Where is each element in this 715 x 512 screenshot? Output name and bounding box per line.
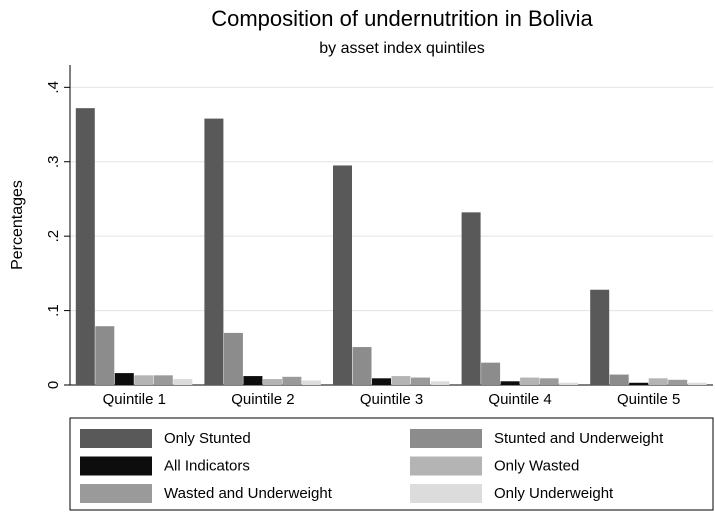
legend-label: Only Underweight [494, 485, 614, 502]
y-tick-label: 0 [45, 381, 62, 389]
legend-swatch [410, 456, 482, 476]
y-tick-label: .2 [45, 230, 62, 243]
x-tick-label: Quintile 4 [488, 391, 551, 408]
y-tick-label: .3 [45, 155, 62, 168]
bar [430, 381, 450, 385]
y-tick-label: .1 [45, 304, 62, 317]
y-tick-label: .4 [45, 81, 62, 94]
x-tick-label: Quintile 3 [360, 391, 423, 408]
bar [282, 376, 302, 385]
bar [481, 362, 501, 385]
bar [95, 326, 115, 385]
bar [648, 378, 668, 385]
bar [243, 376, 263, 385]
bar [75, 108, 95, 386]
bar [134, 375, 154, 385]
bar [204, 118, 224, 386]
bar [391, 376, 411, 385]
bar [153, 375, 173, 385]
bar [114, 373, 134, 385]
bar [609, 374, 629, 385]
y-axis-label: Percentages [9, 180, 26, 270]
x-tick-label: Quintile 5 [617, 391, 680, 408]
legend-label: Only Stunted [164, 430, 251, 447]
legend-label: Stunted and Underweight [494, 430, 664, 447]
bar [500, 381, 520, 385]
bar [539, 378, 559, 385]
bar [668, 379, 688, 385]
legend-swatch [410, 429, 482, 448]
bar [223, 332, 243, 385]
chart-subtitle: by asset index quintiles [319, 40, 484, 57]
bar [372, 378, 391, 385]
bar [173, 379, 193, 385]
bar [411, 377, 430, 385]
bar [301, 380, 321, 385]
legend-label: Wasted and Underweight [164, 485, 333, 502]
legend-label: Only Wasted [494, 457, 579, 474]
x-tick-label: Quintile 2 [231, 391, 294, 408]
bar [333, 165, 352, 385]
bar [629, 382, 649, 385]
chart-title: Composition of undernutrition in Bolivia [211, 6, 593, 31]
legend-swatch [80, 429, 152, 448]
legend-box [69, 417, 714, 511]
bar [352, 347, 372, 385]
legend-swatch [410, 484, 482, 503]
legend-swatch [80, 484, 152, 503]
bar [687, 382, 707, 385]
bar [590, 289, 610, 385]
bar [520, 377, 540, 385]
x-tick-label: Quintile 1 [103, 391, 166, 408]
legend-label: All Indicators [164, 457, 250, 474]
bar [461, 212, 481, 385]
bar [559, 382, 579, 385]
legend-swatch [80, 456, 152, 476]
bar [262, 379, 282, 385]
